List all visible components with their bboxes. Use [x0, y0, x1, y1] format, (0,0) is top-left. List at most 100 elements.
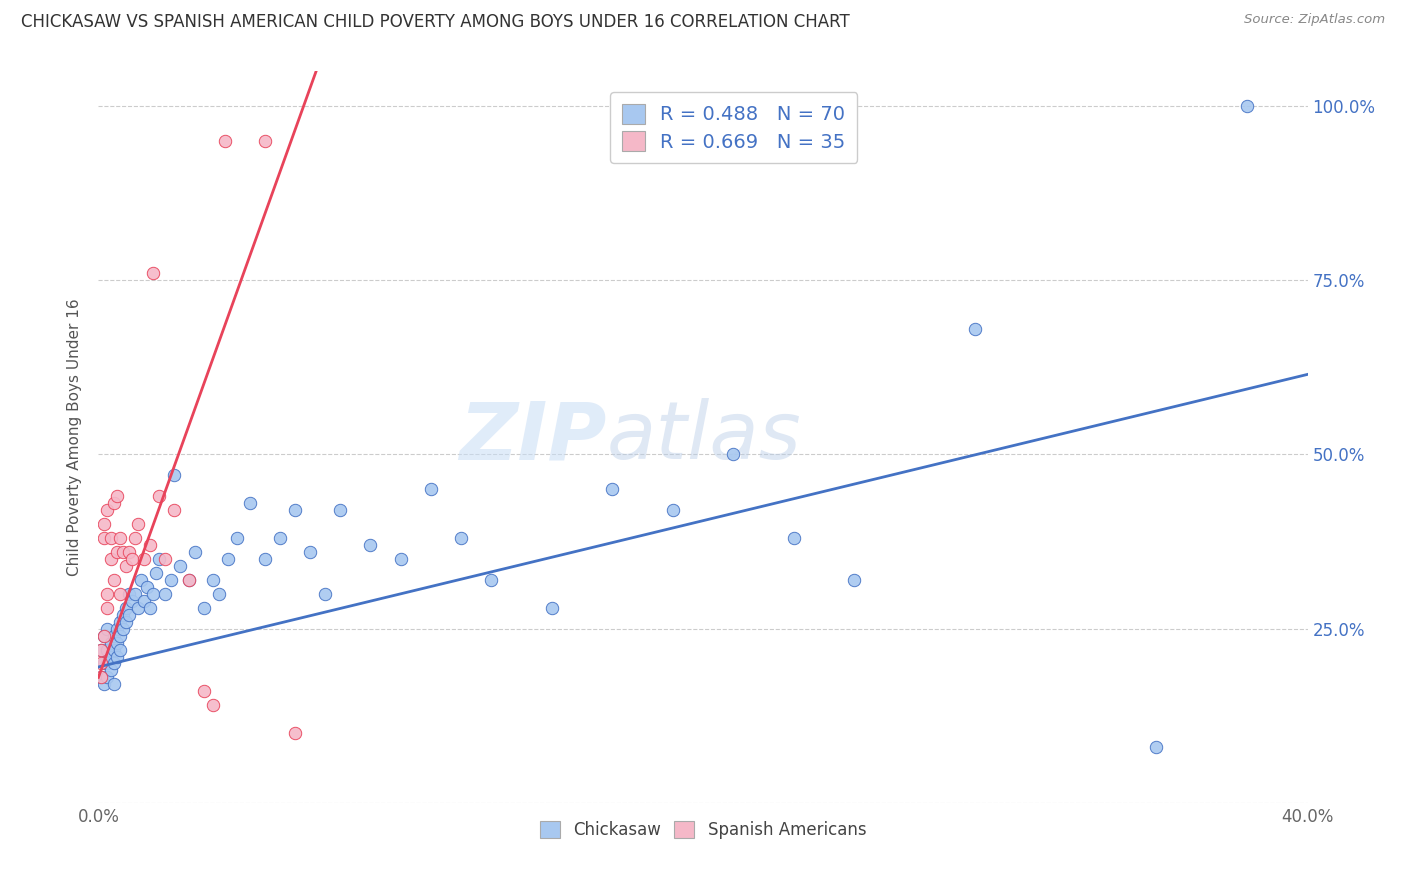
Point	[142, 587, 165, 601]
Point	[121, 552, 143, 566]
Text: ZIP: ZIP	[458, 398, 606, 476]
Point	[208, 587, 231, 601]
Point	[965, 322, 987, 336]
Point	[103, 642, 125, 657]
Point	[103, 629, 125, 643]
Point	[105, 545, 128, 559]
Point	[96, 670, 118, 684]
Point	[148, 489, 170, 503]
Point	[269, 531, 291, 545]
Point	[160, 573, 183, 587]
Point	[93, 629, 115, 643]
Point	[163, 468, 186, 483]
Point	[169, 558, 191, 573]
Point	[163, 503, 186, 517]
Point	[193, 600, 215, 615]
Point	[127, 600, 149, 615]
Point	[100, 635, 122, 649]
Point	[118, 607, 141, 622]
Point	[90, 670, 112, 684]
Point	[108, 587, 131, 601]
Point	[360, 538, 382, 552]
Point	[118, 587, 141, 601]
Point	[124, 531, 146, 545]
Point	[202, 573, 225, 587]
Point	[1144, 740, 1167, 755]
Point	[226, 531, 249, 545]
Point	[96, 642, 118, 657]
Point	[145, 566, 167, 580]
Point	[96, 503, 118, 517]
Point	[105, 622, 128, 636]
Point	[1236, 99, 1258, 113]
Point	[105, 649, 128, 664]
Point	[127, 517, 149, 532]
Point	[118, 545, 141, 559]
Point	[96, 622, 118, 636]
Point	[114, 615, 136, 629]
Text: CHICKASAW VS SPANISH AMERICAN CHILD POVERTY AMONG BOYS UNDER 16 CORRELATION CHAR: CHICKASAW VS SPANISH AMERICAN CHILD POVE…	[21, 13, 849, 31]
Point	[90, 642, 112, 657]
Point	[723, 448, 745, 462]
Point	[93, 531, 115, 545]
Point	[284, 726, 307, 740]
Point	[420, 483, 443, 497]
Point	[389, 552, 412, 566]
Y-axis label: Child Poverty Among Boys Under 16: Child Poverty Among Boys Under 16	[67, 298, 83, 576]
Point	[121, 594, 143, 608]
Point	[450, 531, 472, 545]
Point	[184, 545, 207, 559]
Point	[108, 629, 131, 643]
Point	[108, 531, 131, 545]
Text: atlas: atlas	[606, 398, 801, 476]
Point	[299, 545, 322, 559]
Point	[93, 629, 115, 643]
Point	[214, 134, 236, 148]
Point	[602, 483, 624, 497]
Point	[135, 580, 157, 594]
Point	[108, 615, 131, 629]
Point	[179, 573, 201, 587]
Point	[96, 600, 118, 615]
Point	[105, 489, 128, 503]
Point	[100, 531, 122, 545]
Point	[100, 552, 122, 566]
Point	[111, 622, 134, 636]
Point	[329, 503, 352, 517]
Point	[111, 607, 134, 622]
Point	[139, 538, 162, 552]
Point	[129, 573, 152, 587]
Point	[93, 517, 115, 532]
Point	[108, 642, 131, 657]
Point	[481, 573, 503, 587]
Point	[540, 600, 562, 615]
Point	[93, 657, 115, 671]
Point	[217, 552, 239, 566]
Point	[284, 503, 307, 517]
Point	[253, 552, 276, 566]
Point	[103, 677, 125, 691]
Point	[142, 266, 165, 280]
Legend: Chickasaw, Spanish Americans: Chickasaw, Spanish Americans	[530, 811, 876, 849]
Point	[132, 552, 155, 566]
Point	[239, 496, 262, 510]
Point	[124, 587, 146, 601]
Point	[153, 587, 176, 601]
Point	[100, 664, 122, 678]
Text: Source: ZipAtlas.com: Source: ZipAtlas.com	[1244, 13, 1385, 27]
Point	[90, 670, 112, 684]
Point	[783, 531, 806, 545]
Point	[253, 134, 276, 148]
Point	[661, 503, 683, 517]
Point	[93, 677, 115, 691]
Point	[90, 642, 112, 657]
Point	[114, 558, 136, 573]
Point	[139, 600, 162, 615]
Point	[179, 573, 201, 587]
Point	[90, 657, 112, 671]
Point	[193, 684, 215, 698]
Point	[148, 552, 170, 566]
Point	[314, 587, 336, 601]
Point	[153, 552, 176, 566]
Point	[844, 573, 866, 587]
